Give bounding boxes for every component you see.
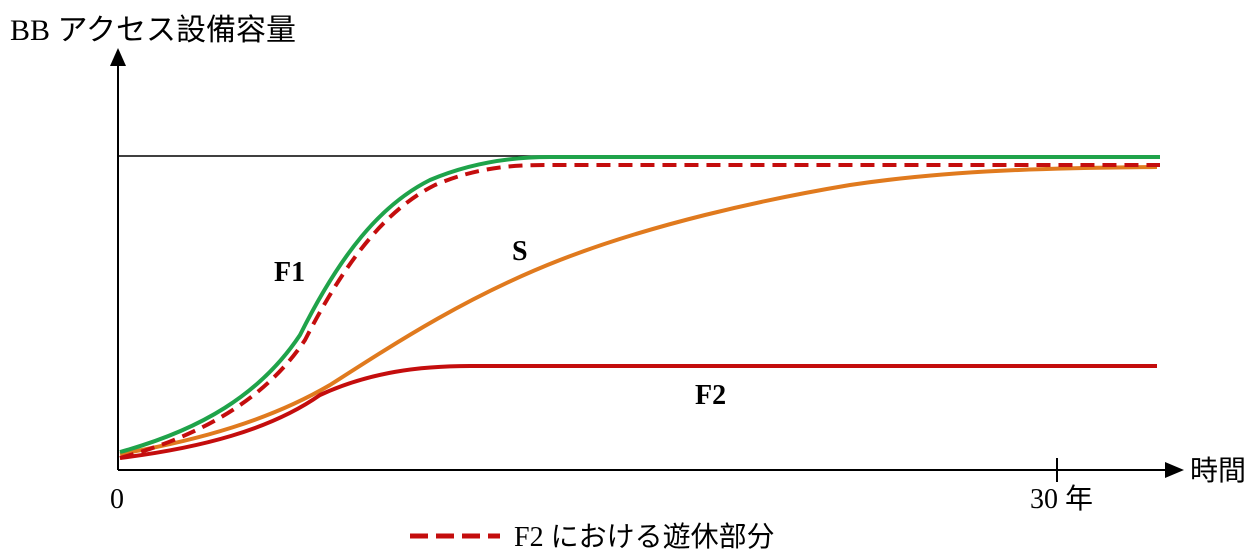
curve-f1	[119, 155, 1160, 454]
curve-label-f2: F2	[695, 380, 726, 411]
x-axis-label: 時間	[1190, 455, 1246, 487]
y-axis-label: BB アクセス設備容量	[10, 14, 296, 47]
curve-s	[119, 165, 1158, 456]
y-axis-arrow	[110, 48, 126, 66]
legend-label: F2 における遊休部分	[514, 521, 775, 551]
curve-label-f1: F1	[274, 257, 305, 288]
curve-f2-idle	[119, 163, 1160, 460]
curve-label-s: S	[512, 236, 528, 267]
x-tick-label-30: 30 年	[1030, 483, 1093, 515]
x-axis-arrow	[1165, 462, 1184, 478]
x-tick-label-0: 0	[110, 484, 124, 515]
legend: F2 における遊休部分	[410, 521, 775, 551]
curve-f2	[119, 364, 1157, 460]
